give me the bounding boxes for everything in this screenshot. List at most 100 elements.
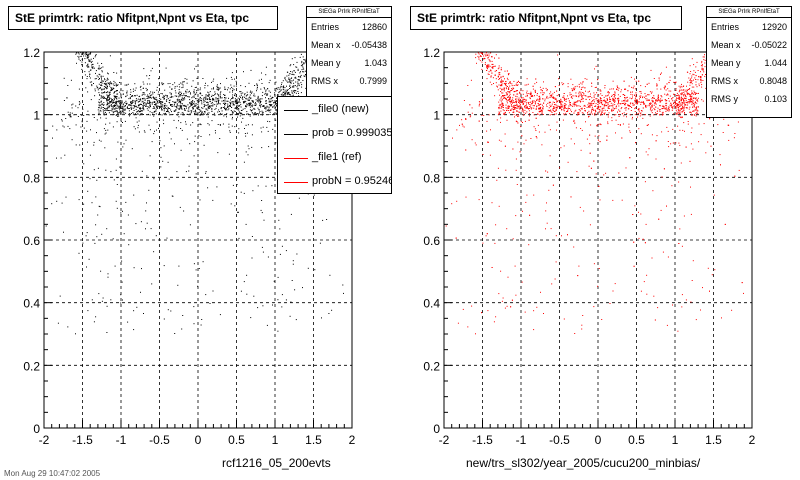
scatter-point (275, 109, 277, 111)
scatter-point (480, 55, 481, 57)
scatter-point (119, 107, 121, 109)
scatter-point (581, 108, 583, 110)
scatter-point (138, 120, 140, 122)
scatter-point (116, 105, 118, 107)
scatter-point (511, 108, 513, 110)
scatter-point (59, 295, 61, 297)
scatter-point (193, 103, 195, 105)
scatter-point (261, 200, 263, 201)
scatter-point (97, 86, 99, 88)
scatter-point (256, 88, 258, 90)
scatter-point (544, 98, 546, 100)
scatter-point (133, 126, 135, 128)
scatter-point (178, 109, 180, 110)
scatter-point (692, 97, 694, 99)
scatter-point (167, 95, 168, 97)
scatter-point (614, 100, 616, 102)
scatter-point (546, 106, 548, 107)
scatter-point (282, 80, 284, 82)
scatter-point (247, 103, 249, 105)
scatter-point (597, 107, 599, 109)
scatter-point (270, 98, 272, 100)
scatter-point (680, 99, 682, 101)
scatter-point (528, 113, 530, 115)
scatter-point (585, 95, 587, 97)
scatter-point (261, 95, 263, 97)
scatter-point (671, 104, 673, 106)
scatter-point (149, 83, 151, 85)
scatter-point (631, 102, 633, 104)
scatter-point (195, 173, 197, 175)
scatter-point (602, 107, 604, 109)
scatter-point (194, 87, 196, 88)
scatter-point (155, 103, 157, 105)
scatter-point (304, 59, 306, 61)
scatter-point (149, 155, 151, 157)
scatter-point (202, 261, 204, 263)
scatter-point (670, 143, 672, 145)
scatter-point (688, 88, 690, 90)
scatter-point (259, 111, 261, 112)
scatter-point (637, 113, 639, 115)
scatter-point (681, 116, 683, 118)
scatter-point (641, 114, 643, 116)
scatter-point (169, 132, 171, 134)
scatter-point (478, 104, 480, 106)
scatter-point (262, 251, 264, 253)
scatter-point (461, 123, 463, 125)
scatter-point (516, 98, 518, 100)
scatter-point (503, 90, 505, 92)
scatter-point (97, 62, 99, 64)
scatter-point (169, 114, 171, 116)
scatter-point (249, 104, 251, 105)
scatter-point (148, 113, 149, 115)
scatter-point (645, 105, 646, 107)
scatter-point (250, 317, 252, 319)
scatter-point (111, 99, 113, 101)
scatter-point (105, 123, 107, 125)
scatter-point (106, 109, 108, 111)
scatter-point (207, 187, 209, 189)
scatter-point (224, 99, 226, 101)
scatter-point (140, 113, 142, 115)
scatter-point (568, 100, 570, 102)
scatter-point (200, 110, 201, 112)
scatter-point (598, 102, 600, 104)
scatter-point (221, 110, 223, 112)
scatter-point (576, 85, 578, 87)
scatter-point (687, 89, 689, 90)
scatter-point (140, 108, 141, 110)
scatter-point (181, 112, 183, 114)
scatter-point (249, 96, 251, 98)
scatter-point (134, 95, 135, 97)
scatter-point (710, 145, 712, 147)
scatter-point (81, 120, 83, 122)
scatter-point (581, 97, 583, 99)
scatter-point (250, 102, 252, 104)
scatter-point (628, 104, 629, 106)
scatter-point (253, 104, 255, 106)
scatter-point (98, 73, 100, 75)
scatter-point (618, 105, 620, 107)
scatter-point (539, 98, 541, 100)
scatter-point (87, 55, 89, 57)
scatter-point (704, 75, 706, 77)
scatter-point (185, 171, 187, 173)
scatter-point (505, 107, 507, 109)
scatter-point (281, 83, 282, 85)
scatter-point (293, 64, 295, 66)
scatter-point (596, 100, 598, 102)
scatter-point (93, 83, 94, 84)
scatter-point (564, 105, 565, 106)
scatter-point (662, 111, 664, 113)
scatter-point (649, 106, 651, 108)
scatter-point (615, 114, 617, 116)
scatter-point (154, 102, 155, 103)
scatter-point (558, 94, 559, 96)
scatter-point (683, 85, 685, 87)
scatter-point (170, 310, 172, 312)
scatter-point (185, 105, 187, 107)
scatter-point (165, 67, 167, 69)
scatter-point (569, 102, 571, 104)
scatter-point (149, 102, 151, 104)
